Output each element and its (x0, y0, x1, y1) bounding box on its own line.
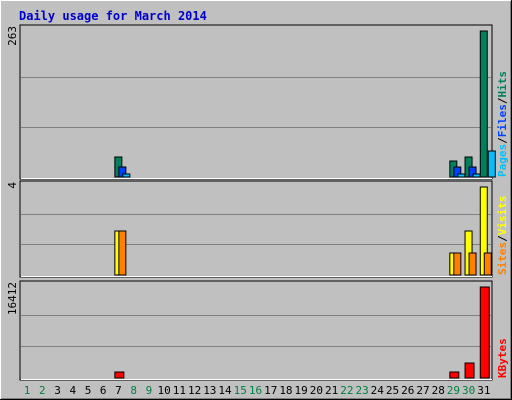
legend-entry: Files (496, 104, 509, 137)
x-tick-label: 26 (401, 384, 414, 397)
x-tick-label: 13 (203, 384, 216, 397)
bar-kbytes (464, 362, 475, 379)
x-tick-label: 11 (173, 384, 186, 397)
y-max-label: 4 (6, 182, 19, 189)
bar-kbytes (114, 371, 125, 379)
panel-sites-visits: 4 Sites/Visits (6, 180, 509, 278)
x-tick-label: 18 (279, 384, 292, 397)
legend-entry: Sites (496, 242, 509, 275)
x-tick-label: 21 (325, 384, 338, 397)
x-tick-label: 24 (371, 384, 385, 397)
x-tick-label: 20 (310, 384, 323, 397)
bar-pages (487, 150, 496, 178)
x-tick-label: 14 (218, 384, 232, 397)
x-tick-label: 12 (188, 384, 201, 397)
x-tick-label: 27 (416, 384, 429, 397)
x-tick-label: 25 (386, 384, 399, 397)
x-tick-label: 28 (432, 384, 445, 397)
x-tick-label: 4 (69, 384, 76, 397)
x-tick-label: 2 (39, 384, 46, 397)
legend-entry: Pages (496, 144, 509, 177)
x-tick-label: 16 (249, 384, 262, 397)
x-tick-label: 9 (146, 384, 153, 397)
bar-hits (479, 30, 488, 178)
panel-frame (19, 24, 493, 180)
chart-panels: 263Pages/Files/Hits4Sites/Visits16412KBy… (6, 24, 509, 381)
x-tick-label: 5 (85, 384, 92, 397)
x-tick-label: 6 (100, 384, 107, 397)
y-max-label: 16412 (6, 282, 19, 315)
x-tick-label: 23 (355, 384, 368, 397)
bar-sites (468, 252, 477, 276)
bar-pages (472, 173, 481, 178)
x-tick-label: 31 (477, 384, 490, 397)
chart-title: Daily usage for March 2014 (19, 9, 207, 23)
bar-sites (453, 252, 462, 276)
bar-pages (457, 173, 466, 178)
x-tick-label: 3 (54, 384, 61, 397)
legend-entry: Visits (496, 196, 509, 236)
x-tick-label: 1 (24, 384, 31, 397)
panel-kbytes: 16412 KBytes (6, 280, 509, 381)
x-tick-label: 17 (264, 384, 277, 397)
x-tick-label: 7 (115, 384, 122, 397)
x-tick-label: 22 (340, 384, 353, 397)
x-axis: 1 2 3 4 5 6 7 8 9 10 11 12 13 14 15 16 17 18 19 20 21 22 23 24 2… (24, 384, 491, 397)
x-tick-label: 19 (295, 384, 308, 397)
x-tick-label: 30 (462, 384, 475, 397)
legend-entry: KBytes (496, 338, 509, 378)
legend-entry: / (496, 137, 509, 144)
panel-frame (19, 180, 493, 278)
bar-sites (118, 230, 127, 276)
y-max-label: 263 (6, 26, 19, 46)
legend-entry: / (496, 97, 509, 104)
bar-sites (483, 252, 492, 276)
panel-frame (19, 280, 493, 381)
legend: Pages/Files/Hits (496, 71, 509, 177)
x-tick-label: 8 (130, 384, 137, 397)
bar-pages (122, 173, 131, 178)
bar-kbytes (449, 371, 460, 379)
x-tick-label: 10 (158, 384, 171, 397)
legend-entry: / (496, 235, 509, 242)
bar-kbytes (479, 286, 490, 379)
x-tick-label: 29 (447, 384, 460, 397)
legend: KBytes (496, 338, 509, 378)
legend: Sites/Visits (496, 196, 509, 276)
legend-entry: Hits (496, 71, 509, 98)
x-tick-label: 15 (234, 384, 247, 397)
